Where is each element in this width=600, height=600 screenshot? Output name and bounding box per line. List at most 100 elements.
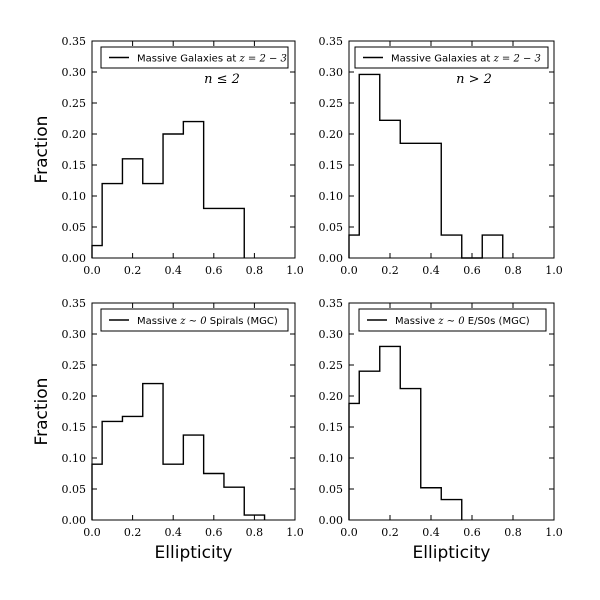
histogram-bin — [349, 235, 359, 258]
x-tick-label: 0.2 — [381, 526, 399, 539]
legend: Massive z ∼ 0 E/S0s (MGC) — [358, 308, 547, 332]
histogram-bin — [163, 464, 183, 520]
x-tick-label: 0.0 — [340, 526, 358, 539]
x-axis-title: Ellipticity — [155, 543, 233, 563]
x-tick-label: 0.4 — [422, 526, 440, 539]
legend-math: z = 2 − 3 — [238, 54, 286, 65]
y-tick-label: 0.30 — [62, 66, 87, 79]
legend-prefix: Massive Galaxies at — [137, 54, 239, 65]
y-tick-label: 0.20 — [319, 128, 344, 141]
histogram-bin — [380, 346, 401, 520]
y-tick-label: 0.05 — [319, 483, 344, 496]
histogram-bin — [163, 134, 183, 258]
y-tick-label: 0.10 — [62, 452, 87, 465]
y-tick-label: 0.25 — [319, 97, 344, 110]
x-tick-label: 0.4 — [164, 526, 182, 539]
histogram-bin — [204, 208, 224, 258]
histogram-bin — [143, 384, 163, 520]
x-tick-label: 0.8 — [246, 526, 264, 539]
x-tick-label: 0.2 — [381, 264, 399, 277]
y-tick-label: 0.20 — [62, 390, 87, 403]
y-tick-label: 0.05 — [319, 221, 344, 234]
histogram-bin — [204, 474, 224, 521]
x-tick-label: 1.0 — [545, 526, 563, 539]
x-tick-label: 0.2 — [124, 264, 142, 277]
histogram-bin — [122, 159, 142, 258]
histogram-bin — [143, 184, 163, 258]
x-tick-label: 0.6 — [463, 264, 481, 277]
x-tick-label: 1.0 — [286, 526, 304, 539]
y-tick-label: 0.00 — [319, 252, 344, 265]
y-tick-label: 0.05 — [62, 483, 87, 496]
legend-label: Massive z ∼ 0 Spirals (MGC) — [137, 316, 278, 327]
y-tick-label: 0.35 — [62, 297, 87, 310]
legend-suffix: Spirals (MGC) — [207, 316, 278, 327]
x-tick-label: 0.8 — [504, 526, 522, 539]
histogram-bin — [441, 235, 462, 258]
x-tick-label: 0.6 — [463, 526, 481, 539]
histogram-bin — [183, 122, 203, 258]
histogram-bin — [441, 500, 462, 520]
legend-label: Massive Galaxies at z = 2 − 3 — [137, 54, 287, 65]
histogram-bin — [224, 208, 244, 258]
histogram-bin — [92, 246, 102, 258]
x-tick-label: 0.6 — [205, 264, 223, 277]
axes-frame — [348, 302, 555, 521]
legend-math: z ∼ 0 — [179, 316, 207, 327]
histogram-bin — [359, 74, 380, 258]
x-axis-title: Ellipticity — [413, 543, 491, 563]
legend: Massive Galaxies at z = 2 − 3 — [100, 46, 289, 69]
y-tick-label: 0.15 — [319, 421, 344, 434]
histogram-bin — [359, 371, 380, 520]
x-tick-label: 0.0 — [340, 264, 358, 277]
y-axis-title: Fraction — [32, 116, 52, 184]
y-tick-label: 0.10 — [62, 190, 87, 203]
panel-bottom-left: 0.0 0.2 0.4 0.6 0.8 1.0 0.00 0.05 0.10 0.15 0.20 0.… — [32, 297, 304, 563]
histogram-bin — [482, 235, 503, 258]
histogram-step-line — [348, 73, 504, 259]
legend-math: z = 2 − 3 — [492, 54, 540, 65]
y-tick-label: 0.30 — [62, 328, 87, 341]
y-tick-label: 0.00 — [62, 514, 87, 527]
y-axis-title: Fraction — [32, 378, 52, 446]
legend: Massive Galaxies at z = 2 − 3 — [354, 46, 549, 69]
legend-box — [354, 46, 549, 69]
legend-label: Massive Galaxies at z = 2 − 3 — [391, 54, 541, 65]
y-tick-label: 0.10 — [319, 452, 344, 465]
y-tick-label: 0.35 — [319, 297, 344, 310]
x-tick-label: 0.8 — [504, 264, 522, 277]
x-tick-label: 0.6 — [205, 526, 223, 539]
x-tick-label: 1.0 — [545, 264, 563, 277]
sersic-annotation: n ≤ 2 — [204, 72, 240, 87]
x-tick-label: 0.2 — [124, 526, 142, 539]
histogram-bin — [122, 416, 142, 520]
legend: Massive z ∼ 0 Spirals (MGC) — [100, 308, 289, 332]
legend-prefix: Massive — [395, 316, 438, 327]
histogram-bin — [183, 435, 203, 520]
axes-frame — [348, 40, 555, 259]
y-tick-label: 0.35 — [62, 35, 87, 48]
legend-math: z ∼ 0 — [437, 316, 465, 327]
panel-bottom-right: 0.0 0.2 0.4 0.6 0.8 1.0 0.00 0.05 0.10 0.15 0.20 0.… — [319, 297, 563, 563]
histogram-bin — [92, 464, 102, 520]
legend-label: Massive z ∼ 0 E/S0s (MGC) — [395, 316, 530, 327]
x-tick-label: 0.0 — [83, 264, 101, 277]
x-tick-label: 0.0 — [83, 526, 101, 539]
y-tick-label: 0.25 — [319, 359, 344, 372]
y-tick-label: 0.00 — [62, 252, 87, 265]
legend-suffix: E/S0s (MGC) — [465, 316, 530, 327]
histogram-bin — [102, 421, 122, 520]
y-tick-label: 0.30 — [319, 328, 344, 341]
legend-prefix: Massive — [137, 316, 180, 327]
histogram-step-line — [348, 345, 463, 520]
y-tick-label: 0.10 — [319, 190, 344, 203]
histogram-bin — [380, 120, 401, 258]
y-tick-label: 0.25 — [62, 97, 87, 110]
x-tick-label: 0.4 — [164, 264, 182, 277]
y-tick-label: 0.20 — [319, 390, 344, 403]
y-tick-label: 0.35 — [319, 35, 344, 48]
histogram-bin — [224, 487, 244, 520]
y-tick-label: 0.30 — [319, 66, 344, 79]
histogram-bin — [421, 143, 442, 258]
